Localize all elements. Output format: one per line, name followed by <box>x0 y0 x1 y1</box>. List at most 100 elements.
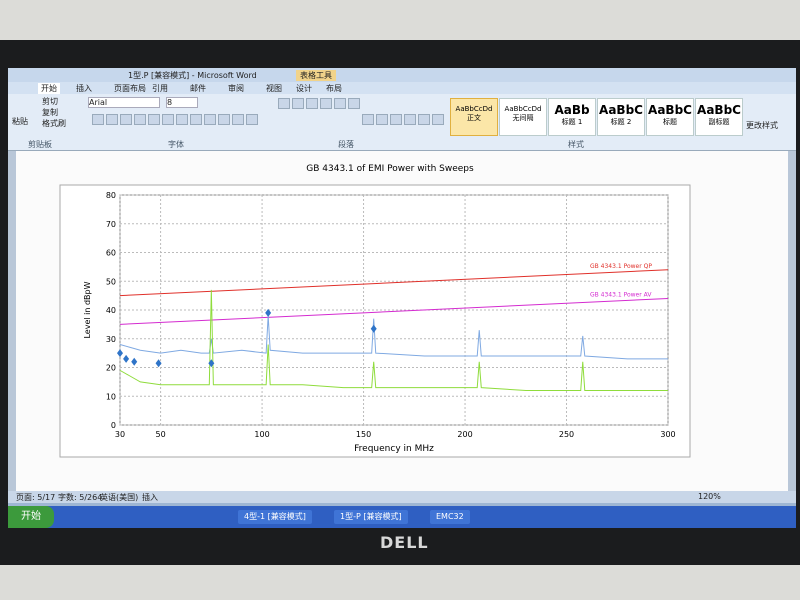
status-item: 字数: 5/264 <box>58 493 103 502</box>
style-name: 标题 <box>663 118 677 126</box>
format-button[interactable] <box>92 114 104 125</box>
ribbon-tab[interactable]: 引用 <box>152 84 168 93</box>
peak-marker <box>208 359 215 368</box>
clipboard-button[interactable]: 粘贴 <box>12 117 28 126</box>
y-tick-label: 10 <box>106 392 116 401</box>
format-button[interactable] <box>106 114 118 125</box>
ribbon-tab[interactable]: 布局 <box>326 84 342 93</box>
ribbon-tab[interactable]: 开始 <box>38 83 60 94</box>
paragraph-button[interactable] <box>418 114 430 125</box>
y-tick-label: 30 <box>106 335 116 344</box>
ribbon-tab[interactable]: 审阅 <box>228 84 244 93</box>
format-button[interactable] <box>176 114 188 125</box>
ribbon-tab[interactable]: 视图 <box>266 84 282 93</box>
style-sample: AaBb <box>554 103 590 117</box>
limit-line-label: GB 4343.1 Power AV <box>590 292 652 299</box>
y-tick-label: 40 <box>106 306 116 315</box>
format-button[interactable] <box>190 114 202 125</box>
ribbon-tab[interactable]: 设计 <box>296 84 312 93</box>
style-gallery-item[interactable]: AaBbC 副标题 <box>695 98 743 136</box>
y-tick-label: 20 <box>106 364 116 373</box>
x-tick-label: 150 <box>356 430 371 439</box>
window-title: 1型.P [兼容模式] - Microsoft Word <box>128 71 257 80</box>
style-name: 正文 <box>467 114 481 122</box>
peak-marker <box>117 349 123 358</box>
taskbar-button[interactable]: EMC32 <box>430 510 470 524</box>
taskbar: 开始 4型-1 [兼容模式] 1型-P [兼容模式] EMC32 <box>8 506 796 528</box>
ribbon-group-label: 字体 <box>168 140 184 149</box>
ribbon-tab[interactable]: 页面布局 <box>114 84 146 93</box>
taskbar-button[interactable]: 1型-P [兼容模式] <box>334 510 408 524</box>
paragraph-button[interactable] <box>334 98 346 109</box>
y-tick-label: 50 <box>106 277 116 286</box>
y-tick-label: 60 <box>106 249 116 258</box>
peak-marker <box>131 357 138 366</box>
y-tick-label: 80 <box>106 191 116 200</box>
y-tick-label: 0 <box>111 421 116 430</box>
chart-title: GB 4343.1 of EMI Power with Sweeps <box>306 164 474 174</box>
style-name: 无间隔 <box>512 114 534 122</box>
x-tick-label: 200 <box>457 430 472 439</box>
y-tick-label: 70 <box>106 220 116 229</box>
limit-line-label: GB 4343.1 Power QP <box>590 263 652 270</box>
style-gallery-item[interactable]: AaBbC 标题 2 <box>597 98 645 136</box>
clipboard-button[interactable]: 格式刷 <box>42 119 66 128</box>
peak-marker <box>265 308 272 317</box>
title-bar: 1型.P [兼容模式] - Microsoft Word 表格工具 <box>8 68 796 82</box>
style-sample: AaBbC <box>648 103 692 117</box>
format-button[interactable] <box>134 114 146 125</box>
peak-marker <box>123 354 130 363</box>
clipboard-button[interactable]: 剪切 <box>42 97 58 106</box>
ribbon-tab[interactable]: 邮件 <box>190 84 206 93</box>
style-sample: AaBbC <box>697 103 741 117</box>
x-tick-label: 250 <box>559 430 574 439</box>
style-name: 标题 1 <box>561 118 583 126</box>
x-tick-label: 50 <box>155 430 165 439</box>
format-button[interactable] <box>218 114 230 125</box>
style-sample: AaBbCcDd <box>455 105 493 113</box>
ribbon-group-label: 样式 <box>568 140 584 149</box>
paragraph-button[interactable] <box>306 98 318 109</box>
clipboard-button[interactable]: 复制 <box>42 108 58 117</box>
status-item: 插入 <box>142 493 158 502</box>
paragraph-button[interactable] <box>362 114 374 125</box>
ribbon-tab[interactable]: 插入 <box>76 84 92 93</box>
paragraph-button[interactable] <box>376 114 388 125</box>
style-sample: AaBbCcDd <box>504 105 542 113</box>
format-button[interactable] <box>120 114 132 125</box>
paragraph-button[interactable] <box>432 114 444 125</box>
x-tick-label: 100 <box>254 430 269 439</box>
font-name[interactable]: Arial <box>88 97 160 108</box>
start-button[interactable]: 开始 <box>8 506 54 528</box>
paragraph-button[interactable] <box>278 98 290 109</box>
paragraph-button[interactable] <box>348 98 360 109</box>
document-area: GB 4343.1 of EMI Power with Sweeps 0 10 20 3… <box>8 151 796 491</box>
status-item: 英语(美国) <box>100 493 139 502</box>
peak-marker <box>155 359 162 368</box>
series-line <box>119 298 669 325</box>
paragraph-button[interactable] <box>390 114 402 125</box>
paragraph-button[interactable] <box>292 98 304 109</box>
format-button[interactable] <box>232 114 244 125</box>
x-tick-label: 30 <box>115 430 125 439</box>
style-gallery-item[interactable]: AaBbC 标题 <box>646 98 694 136</box>
font-size[interactable]: 8 <box>166 97 198 108</box>
format-button[interactable] <box>246 114 258 125</box>
page: GB 4343.1 of EMI Power with Sweeps 0 10 20 3… <box>16 151 788 491</box>
format-button[interactable] <box>162 114 174 125</box>
paragraph-button[interactable] <box>320 98 332 109</box>
taskbar-button[interactable]: 4型-1 [兼容模式] <box>238 510 312 524</box>
zoom-level: 120% <box>698 492 721 501</box>
style-gallery-item[interactable]: AaBbCcDd 无间隔 <box>499 98 547 136</box>
screen: 1型.P [兼容模式] - Microsoft Word 表格工具 开始 插入 页面… <box>8 68 796 528</box>
series-line <box>119 289 668 391</box>
style-gallery-item[interactable]: AaBbCcDd 正文 <box>450 98 498 136</box>
style-gallery-item[interactable]: AaBb 标题 1 <box>548 98 596 136</box>
change-styles[interactable]: 更改样式 <box>746 121 778 130</box>
format-button[interactable] <box>204 114 216 125</box>
ribbon: 粘贴 剪切 复制 格式刷 Arial 8 AaBbCcDd 正文 AaBbCcDd 无间隔 AaBb… <box>8 94 796 151</box>
ribbon-group-label: 剪贴板 <box>28 140 52 149</box>
paragraph-button[interactable] <box>404 114 416 125</box>
format-button[interactable] <box>148 114 160 125</box>
